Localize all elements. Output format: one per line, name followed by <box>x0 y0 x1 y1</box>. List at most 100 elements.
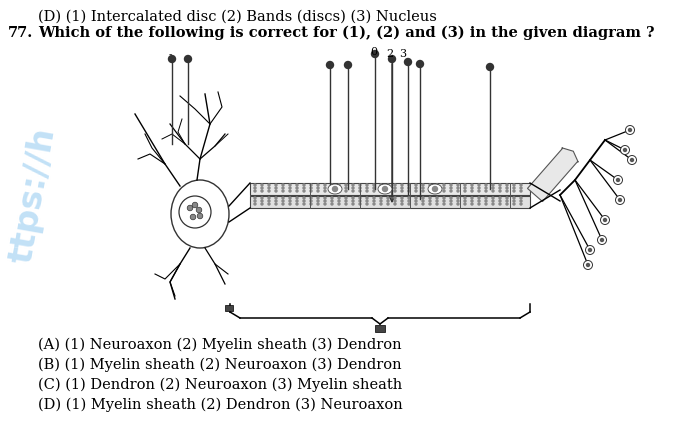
Circle shape <box>261 184 263 187</box>
Circle shape <box>289 203 291 206</box>
Circle shape <box>387 184 389 187</box>
Circle shape <box>289 187 291 190</box>
Circle shape <box>261 203 263 206</box>
Circle shape <box>587 264 590 267</box>
Text: (D) (1) Myelin sheath (2) Dendron (3) Neuroaxon: (D) (1) Myelin sheath (2) Dendron (3) Ne… <box>38 397 403 412</box>
Circle shape <box>506 187 508 190</box>
Circle shape <box>416 61 423 68</box>
Circle shape <box>499 200 501 203</box>
Circle shape <box>380 197 382 200</box>
Circle shape <box>331 184 333 187</box>
Circle shape <box>520 197 522 200</box>
Circle shape <box>626 126 635 135</box>
Circle shape <box>282 190 284 193</box>
Circle shape <box>408 203 410 206</box>
Circle shape <box>478 184 480 187</box>
Circle shape <box>436 197 438 200</box>
Circle shape <box>478 203 480 206</box>
Text: 77.: 77. <box>8 26 33 40</box>
Circle shape <box>471 200 473 203</box>
Circle shape <box>254 187 256 190</box>
Circle shape <box>289 200 291 203</box>
Circle shape <box>471 190 473 193</box>
Circle shape <box>268 197 270 200</box>
Circle shape <box>352 200 354 203</box>
Circle shape <box>487 64 493 71</box>
Circle shape <box>254 197 256 200</box>
Circle shape <box>333 187 338 192</box>
Circle shape <box>443 184 445 187</box>
Text: (A) (1) Neuroaxon (2) Myelin sheath (3) Dendron: (A) (1) Neuroaxon (2) Myelin sheath (3) … <box>38 337 402 352</box>
Circle shape <box>450 184 452 187</box>
Circle shape <box>387 203 389 206</box>
Circle shape <box>268 200 270 203</box>
Circle shape <box>338 187 340 190</box>
Circle shape <box>331 200 333 203</box>
Circle shape <box>275 190 277 193</box>
Circle shape <box>478 200 480 203</box>
Circle shape <box>520 187 522 190</box>
Circle shape <box>624 149 626 152</box>
Circle shape <box>338 184 340 187</box>
Circle shape <box>373 203 375 206</box>
Circle shape <box>289 184 291 187</box>
Circle shape <box>331 187 333 190</box>
FancyArrow shape <box>528 148 578 202</box>
Circle shape <box>492 190 494 193</box>
Circle shape <box>317 200 319 203</box>
Circle shape <box>289 197 291 200</box>
Circle shape <box>387 197 389 200</box>
Circle shape <box>408 190 410 193</box>
Circle shape <box>366 203 368 206</box>
Circle shape <box>324 197 326 200</box>
Circle shape <box>450 200 452 203</box>
Circle shape <box>380 187 382 190</box>
Circle shape <box>254 200 256 203</box>
Circle shape <box>303 184 305 187</box>
Circle shape <box>401 187 403 190</box>
Circle shape <box>429 184 431 187</box>
Circle shape <box>631 159 633 162</box>
Circle shape <box>296 190 298 193</box>
Circle shape <box>506 184 508 187</box>
Circle shape <box>615 196 624 205</box>
Circle shape <box>506 200 508 203</box>
Circle shape <box>345 62 351 69</box>
Circle shape <box>601 216 610 225</box>
Circle shape <box>499 190 501 193</box>
Circle shape <box>492 184 494 187</box>
Bar <box>250 184 530 196</box>
Circle shape <box>464 200 466 203</box>
Circle shape <box>513 203 515 206</box>
Circle shape <box>506 197 508 200</box>
Circle shape <box>408 200 410 203</box>
Circle shape <box>471 203 473 206</box>
Circle shape <box>492 200 494 203</box>
Circle shape <box>628 129 631 132</box>
Circle shape <box>352 190 354 193</box>
Circle shape <box>168 56 175 63</box>
Circle shape <box>450 203 452 206</box>
Circle shape <box>366 200 368 203</box>
Circle shape <box>408 184 410 187</box>
Circle shape <box>345 187 347 190</box>
Circle shape <box>275 203 277 206</box>
Circle shape <box>261 200 263 203</box>
Circle shape <box>478 190 480 193</box>
Circle shape <box>352 203 354 206</box>
Circle shape <box>394 203 396 206</box>
Circle shape <box>513 187 515 190</box>
Circle shape <box>187 206 193 211</box>
Circle shape <box>457 200 459 203</box>
Circle shape <box>303 203 305 206</box>
Circle shape <box>275 184 277 187</box>
Circle shape <box>401 197 403 200</box>
Circle shape <box>373 197 375 200</box>
Circle shape <box>275 187 277 190</box>
Circle shape <box>373 190 375 193</box>
Circle shape <box>345 184 347 187</box>
Circle shape <box>268 184 270 187</box>
Circle shape <box>317 203 319 206</box>
Circle shape <box>345 197 347 200</box>
Circle shape <box>324 200 326 203</box>
